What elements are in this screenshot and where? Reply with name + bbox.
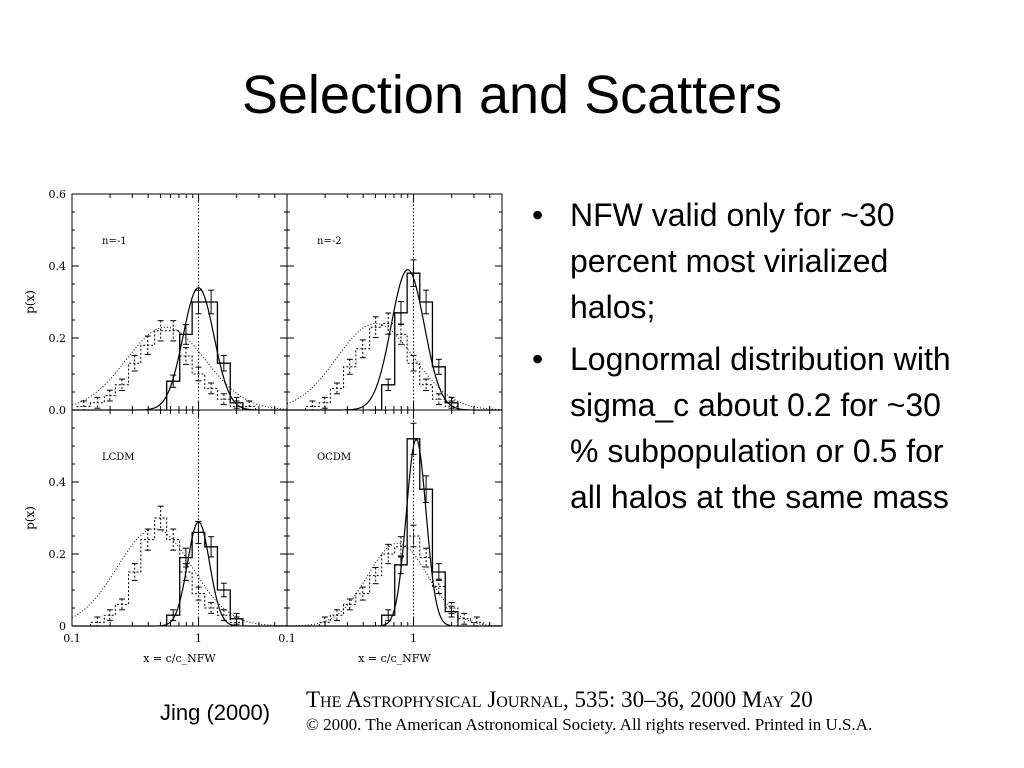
figure-panel: n=-1 n=-2 LCDM OCDM 0.6 0.4 0.2 0.0 0.4 0.2 0 p(x) p… xyxy=(20,180,520,680)
y-axis-label: p(x) xyxy=(23,506,37,530)
journal-title: The Astrophysical Journal, 535: 30–36, 2… xyxy=(306,687,813,712)
bullet-marker: • xyxy=(532,341,544,377)
y-tick-label: 0.2 xyxy=(49,332,67,345)
panel-label: LCDM xyxy=(102,452,135,463)
y-tick-label: 0.4 xyxy=(49,476,67,489)
panel-label: n=-1 xyxy=(102,236,127,247)
y-tick-label: 0.2 xyxy=(49,548,67,561)
panel-label: n=-2 xyxy=(317,236,342,247)
bullet-marker: • xyxy=(532,197,544,233)
y-tick-label: 0.4 xyxy=(49,260,67,273)
journal-reference: The Astrophysical Journal, 535: 30–36, 2… xyxy=(306,686,872,736)
solid-fit-curve xyxy=(287,437,502,627)
citation: Jing (2000) xyxy=(160,700,271,725)
panel-label: OCDM xyxy=(317,452,351,463)
x-tick-label: 0.1 xyxy=(63,632,81,645)
bullet-list: • NFW valid only for ~30 percent most vi… xyxy=(532,192,972,526)
solid-fit-curve xyxy=(72,521,287,627)
dotted-fit-curve xyxy=(71,528,288,627)
x-tick-label: 1 xyxy=(410,632,417,645)
bullet-item: • Lognormal distribution with sigma_c ab… xyxy=(532,336,972,520)
dotted-histogram xyxy=(89,517,244,626)
chart-svg: n=-1 n=-2 LCDM OCDM 0.6 0.4 0.2 0.0 0.4 0.2 0 p(x) p… xyxy=(23,188,503,665)
y-tick-label: 0 xyxy=(59,620,66,633)
slide-title: Selection and Scatters xyxy=(241,65,783,125)
x-axis-label: x = c/c_NFW xyxy=(143,652,216,665)
y-axis-label: p(x) xyxy=(23,290,37,314)
journal-copyright: © 2000. The American Astronomical Societ… xyxy=(306,715,873,734)
x-tick-label: 0.1 xyxy=(278,632,296,645)
dotted-fit-curve xyxy=(286,542,503,627)
y-tick-label: 0.6 xyxy=(49,188,67,201)
solid-histogram xyxy=(381,438,459,626)
y-tick-label: 0.0 xyxy=(49,404,67,417)
x-axis-label: x = c/c_NFW xyxy=(358,652,431,665)
solid-histogram xyxy=(369,272,459,411)
bullet-text: Lognormal distribution with sigma_c abou… xyxy=(570,341,951,515)
dotted-histogram xyxy=(304,323,471,411)
bullet-text: NFW valid only for ~30 percent most viri… xyxy=(570,197,895,325)
solid-histogram xyxy=(166,531,244,626)
bullet-item: • NFW valid only for ~30 percent most vi… xyxy=(532,192,972,330)
x-tick-label: 1 xyxy=(195,632,202,645)
dotted-fit-curve xyxy=(71,326,288,410)
dotted-histogram xyxy=(72,330,269,411)
